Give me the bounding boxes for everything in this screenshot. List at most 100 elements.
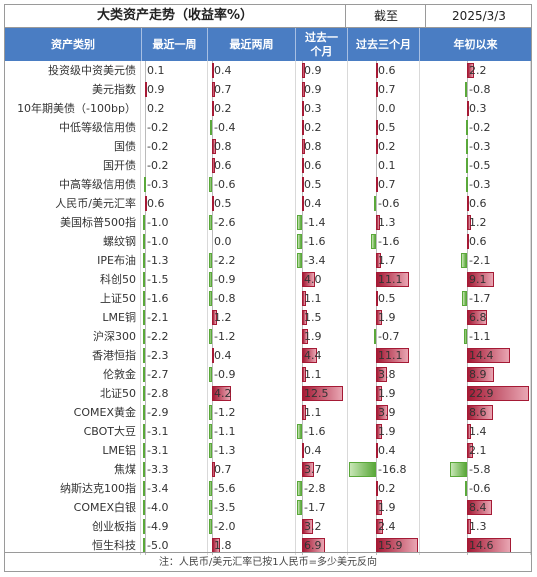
zero-axis (467, 479, 468, 498)
return-value: 1.2 (469, 216, 487, 229)
return-value: 3.8 (378, 368, 396, 381)
return-cell: 0.7 (348, 80, 420, 99)
asset-name: 美国标普500指 (5, 213, 141, 232)
positive-bar (302, 367, 306, 382)
return-value: 0.7 (214, 83, 232, 96)
return-value: -0.4 (214, 121, 236, 134)
negative-bar (466, 139, 469, 154)
table-row: 螺纹钢 -1.0 0.0 -1.6 -1.6 0.6 (5, 232, 531, 251)
col-header-one-week[interactable]: 最近一周 (142, 28, 208, 61)
return-value: -1.0 (147, 235, 169, 248)
return-cell: -0.6 (420, 479, 531, 498)
return-value: -1.3 (147, 254, 169, 267)
negative-bar (143, 215, 145, 230)
return-value: 1.9 (378, 501, 396, 514)
return-cell: 4.2 (208, 384, 296, 403)
col-header-ytd[interactable]: 年初以来 (453, 37, 498, 51)
return-value: 1.5 (304, 311, 322, 324)
col-header-one-month[interactable]: 过去一个月 (296, 28, 348, 61)
zero-axis (145, 517, 146, 536)
negative-bar (297, 500, 302, 515)
return-cell: 0.7 (208, 460, 296, 479)
return-value: 0.5 (214, 197, 232, 210)
return-value: -0.3 (469, 140, 491, 153)
positive-bar (467, 405, 493, 420)
return-cell: -0.6 (348, 194, 420, 213)
return-cell: 0.9 (296, 80, 348, 99)
negative-bar (143, 291, 145, 306)
return-value: 3.7 (304, 463, 322, 476)
return-value: -1.0 (147, 216, 169, 229)
return-cell: -1.3 (142, 251, 208, 270)
return-value: 0.2 (214, 102, 232, 115)
return-value: 1.4 (469, 425, 487, 438)
zero-axis (145, 384, 146, 403)
asset-name: 中低等级信用债 (5, 118, 141, 137)
return-cell: -3.5 (208, 498, 296, 517)
col-header-two-weeks[interactable]: 最近两周 (208, 28, 296, 61)
return-value: 4.0 (304, 273, 322, 286)
positive-bar (302, 291, 306, 306)
return-value: -0.2 (147, 159, 169, 172)
zero-axis (145, 460, 146, 479)
positive-bar (376, 500, 382, 515)
return-cell: 0.6 (208, 156, 296, 175)
column-header-row: 资产类别 最近一周 最近两周 过去一个月 过去三个月 年初以来 (5, 28, 531, 61)
positive-bar (302, 405, 306, 420)
return-cell: 0.9 (142, 80, 208, 99)
col-header-three-months[interactable]: 过去三个月 (348, 28, 420, 61)
return-value: -1.5 (147, 273, 169, 286)
table-row: CBOT大豆 -3.1 -1.1 -1.6 1.9 1.4 (5, 422, 531, 441)
return-value: -0.5 (469, 159, 491, 172)
return-value: -0.7 (378, 330, 400, 343)
return-value: -2.2 (147, 330, 169, 343)
negative-bar (466, 120, 469, 135)
return-value: -2.3 (147, 349, 169, 362)
positive-bar (212, 348, 214, 363)
return-cell: -4.0 (142, 498, 208, 517)
return-cell: 0.1 (142, 61, 208, 80)
return-value: -0.3 (147, 178, 169, 191)
return-value: 11.1 (378, 349, 403, 362)
asset-name: 投资级中资美元债 (5, 61, 141, 80)
table-row: 科创50 -1.5 -0.9 4.0 11.1 9.1 (5, 270, 531, 289)
positive-bar (467, 63, 474, 78)
positive-bar (212, 386, 231, 401)
positive-bar (145, 196, 147, 211)
return-value: -2.0 (214, 520, 236, 533)
return-value: 6.8 (469, 311, 487, 324)
return-value: 4.2 (214, 387, 232, 400)
table-row: 投资级中资美元债 0.1 0.4 0.9 0.6 2.2 (5, 61, 531, 80)
return-cell: 2.4 (348, 517, 420, 536)
return-value: -2.8 (147, 387, 169, 400)
return-cell: 14.4 (420, 346, 531, 365)
return-cell: 0.6 (420, 194, 531, 213)
table-row: 沪深300 -2.2 -1.2 1.9 -0.7 -1.1 (5, 327, 531, 346)
zero-axis (145, 213, 146, 232)
table-row: 人民币/美元汇率 0.6 0.5 0.4 -0.6 0.6 (5, 194, 531, 213)
return-cell: 0.2 (348, 479, 420, 498)
negative-bar (209, 519, 212, 534)
zero-axis (145, 346, 146, 365)
asset-performance-table: 大类资产走势（收益率%） 截至 2025/3/3 资产类别 最近一周 最近两周 … (4, 4, 532, 572)
positive-bar (467, 367, 494, 382)
return-cell: -1.7 (420, 289, 531, 308)
col-header-asset-class[interactable]: 资产类别 (5, 28, 142, 61)
table-title: 大类资产走势（收益率%） (96, 8, 254, 23)
negative-bar (373, 329, 376, 344)
positive-bar (467, 519, 471, 534)
return-value: -1.6 (304, 425, 326, 438)
return-value: 12.5 (304, 387, 329, 400)
return-value: 1.8 (214, 539, 232, 552)
return-cell: -0.8 (208, 289, 296, 308)
negative-bar (209, 443, 212, 458)
return-cell: 2.1 (420, 441, 531, 460)
return-cell: 3.7 (296, 460, 348, 479)
return-value: 0.2 (304, 121, 322, 134)
negative-bar (297, 481, 302, 496)
return-value: 0.6 (469, 197, 487, 210)
return-cell: 0.9 (296, 61, 348, 80)
return-cell: 0.6 (296, 156, 348, 175)
zero-axis (212, 403, 213, 422)
zero-axis (145, 308, 146, 327)
